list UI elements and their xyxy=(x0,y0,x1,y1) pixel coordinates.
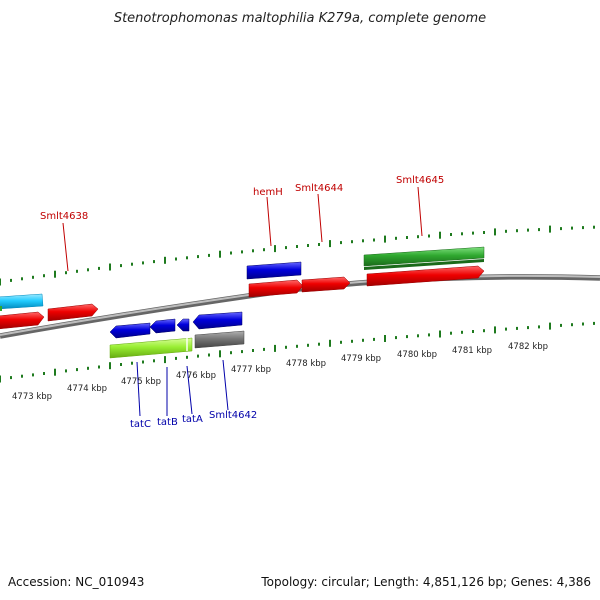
scale-label: 4781 kbp xyxy=(452,346,492,356)
scale-label: 4775 kbp xyxy=(121,377,161,387)
forward-strand-features xyxy=(0,246,485,330)
scale-label: 4778 kbp xyxy=(286,359,326,369)
smlt4642-gene-arrow xyxy=(192,311,243,330)
gene-feature xyxy=(0,293,44,310)
gene-label-smlt4645: Smlt4645 xyxy=(396,175,444,186)
scale-label: 4776 kbp xyxy=(176,371,216,381)
map-title: Stenotrophomonas maltophilia K279a, comp… xyxy=(114,11,486,26)
smlt4644-gene-arrow xyxy=(301,276,351,293)
tata-gene-arrow xyxy=(176,318,190,332)
gene-label-hemh: hemH xyxy=(253,187,283,198)
scale-label: 4780 kbp xyxy=(397,350,437,360)
tat-operon-feature xyxy=(109,337,193,359)
gene-label-smlt4644: Smlt4644 xyxy=(295,183,343,194)
gene-arrow xyxy=(0,311,45,330)
smlt4642-gene-feature xyxy=(194,330,245,349)
hemh-gene-arrow xyxy=(248,279,304,298)
gene-label-smlt4638: Smlt4638 xyxy=(40,211,88,222)
hemh-gene-feature xyxy=(246,261,302,280)
gene-label-tatb: tatB xyxy=(157,417,178,428)
scale-labels: 4773 kbp 4774 kbp 4775 kbp 4776 kbp 4777… xyxy=(12,342,548,402)
gene-label-leaders xyxy=(62,186,423,417)
tatc-gene-arrow xyxy=(109,322,151,339)
smlt4645-gene-feature xyxy=(363,246,485,267)
scale-label: 4774 kbp xyxy=(67,384,107,394)
gene-arrow xyxy=(47,303,99,322)
scale-label: 4777 kbp xyxy=(231,365,271,375)
gene-label-tatc: tatC xyxy=(130,419,151,430)
genome-summary-text: Topology: circular; Length: 4,851,126 bp… xyxy=(260,575,591,589)
tatb-gene-arrow xyxy=(149,318,176,334)
scale-label: 4782 kbp xyxy=(508,342,548,352)
gene-label-tata: tatA xyxy=(182,414,203,425)
gene-labels: Smlt4638 hemH Smlt4644 Smlt4645 tatC tat… xyxy=(40,175,444,430)
smlt4645-gene-arrow xyxy=(366,265,485,287)
gene-label-smlt4642: Smlt4642 xyxy=(209,410,257,421)
scale-label: 4773 kbp xyxy=(12,392,52,402)
reverse-strand-features xyxy=(109,311,245,359)
accession-text: Accession: NC_010943 xyxy=(8,575,144,589)
scale-label: 4779 kbp xyxy=(341,354,381,364)
gene-feature xyxy=(0,306,2,311)
outer-tick-ring xyxy=(0,225,595,286)
inner-tick-ring xyxy=(0,321,595,383)
